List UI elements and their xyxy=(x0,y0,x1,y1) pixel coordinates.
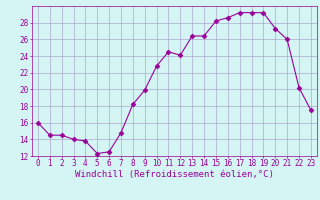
X-axis label: Windchill (Refroidissement éolien,°C): Windchill (Refroidissement éolien,°C) xyxy=(75,170,274,179)
